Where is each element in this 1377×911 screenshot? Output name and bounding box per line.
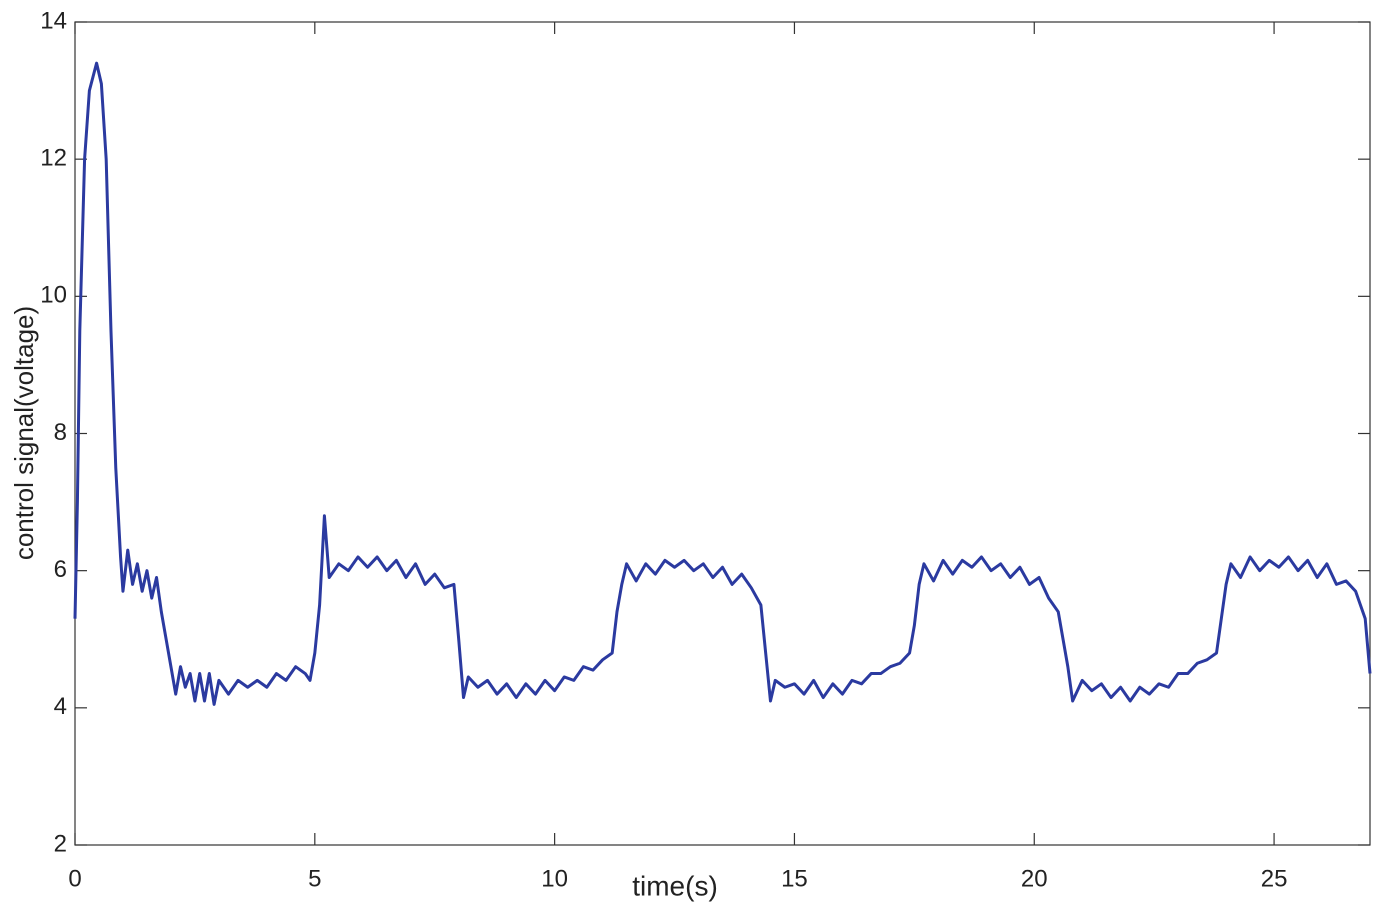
x-tick-label: 10 bbox=[541, 865, 568, 892]
y-tick-label: 14 bbox=[40, 7, 67, 34]
plot-frame bbox=[74, 21, 1371, 846]
y-tick-label: 10 bbox=[40, 282, 67, 309]
y-tick-label: 2 bbox=[54, 830, 67, 857]
x-tick-label: 15 bbox=[781, 865, 808, 892]
y-axis-label: control signal(voltage) bbox=[9, 306, 39, 560]
x-axis-label: time(s) bbox=[632, 870, 718, 901]
x-tick-label: 20 bbox=[1021, 865, 1048, 892]
x-tick-label: 25 bbox=[1261, 865, 1288, 892]
y-tick-label: 6 bbox=[54, 556, 67, 583]
y-tick-label: 12 bbox=[40, 145, 67, 172]
x-tick-label: 5 bbox=[308, 865, 321, 892]
y-tick-label: 8 bbox=[54, 419, 67, 446]
y-tick-label: 4 bbox=[54, 693, 67, 720]
data-line bbox=[73, 61, 1372, 706]
x-tick-label: 0 bbox=[68, 865, 81, 892]
